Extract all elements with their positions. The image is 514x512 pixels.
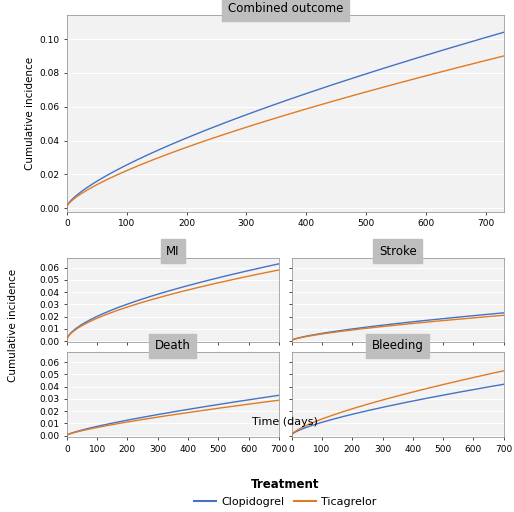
Title: Death: Death bbox=[155, 339, 191, 352]
Title: Bleeding: Bleeding bbox=[372, 339, 424, 352]
Title: MI: MI bbox=[166, 245, 179, 258]
Title: Stroke: Stroke bbox=[379, 245, 416, 258]
Text: Cumulative incidence: Cumulative incidence bbox=[8, 269, 18, 381]
Text: Time (days): Time (days) bbox=[252, 417, 318, 428]
Title: Combined outcome: Combined outcome bbox=[228, 3, 343, 15]
Legend: Clopidogrel, Ticagrelor: Clopidogrel, Ticagrelor bbox=[189, 474, 381, 511]
Y-axis label: Cumulative incidence: Cumulative incidence bbox=[25, 57, 35, 170]
